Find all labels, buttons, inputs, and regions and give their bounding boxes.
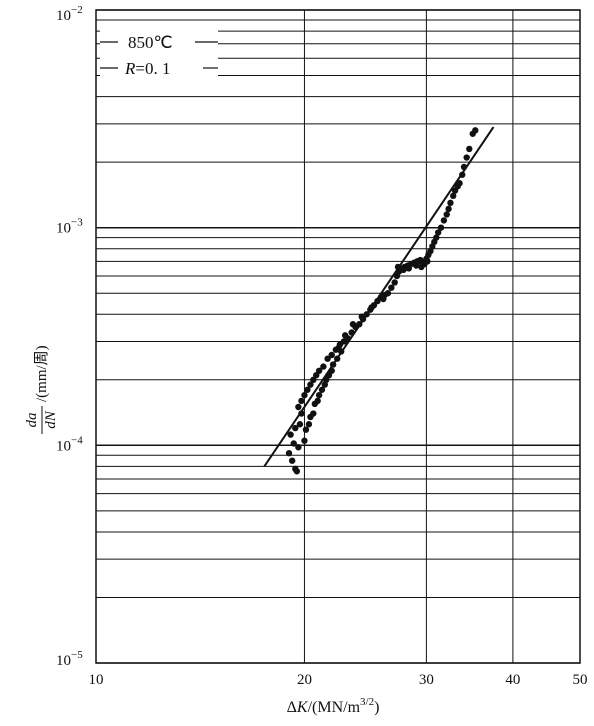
x-tick-label-30: 30	[419, 672, 434, 688]
data-point-41	[348, 329, 355, 336]
y-tick-exponent: −3	[71, 217, 83, 229]
data-point-70	[433, 234, 440, 241]
data-point-51	[384, 289, 392, 297]
data-point-95	[358, 313, 365, 320]
data-point-14	[310, 410, 317, 417]
data-point-75	[445, 205, 452, 213]
x-tick-labels: 10 20 30 40 50	[89, 672, 588, 688]
data-point-30	[307, 381, 314, 388]
data-point-0	[288, 457, 296, 464]
y-tick-base: 10	[56, 438, 71, 454]
data-point-86	[472, 127, 479, 134]
data-point-9	[298, 410, 305, 417]
data-point-43	[356, 321, 363, 328]
y-tick-exponent: −5	[71, 649, 83, 661]
data-point-33	[315, 367, 323, 374]
data-point-81	[459, 171, 466, 178]
data-point-24	[333, 355, 341, 362]
y-tick-label-3: 10−2	[56, 4, 83, 24]
x-axis-label: ΔK/(MN/m3/2)	[287, 696, 380, 716]
data-point-22	[328, 367, 335, 374]
data-point-83	[463, 154, 470, 161]
y-tick-exponent: −4	[71, 434, 83, 446]
y-tick-base: 10	[56, 8, 71, 24]
plot-frame	[95, 9, 581, 664]
data-point-10	[301, 437, 308, 444]
data-point-77	[450, 192, 457, 200]
data-point-35	[324, 355, 331, 362]
data-point-20	[322, 376, 330, 384]
annotation-ratio: R=0. 1	[124, 59, 170, 78]
data-point-19	[321, 381, 328, 388]
x-tick-label-50: 50	[573, 672, 588, 688]
data-point-11	[302, 426, 310, 433]
data-point-71	[434, 229, 442, 236]
data-point-89	[405, 265, 413, 272]
data-points	[285, 127, 479, 475]
horizontal-gridlines	[96, 9, 580, 664]
data-point-82	[460, 163, 468, 171]
legend-box	[100, 26, 218, 86]
data-point-88	[400, 266, 407, 274]
x-tick-label-10: 10	[89, 672, 104, 688]
y-tick-label-0: 10−5	[56, 649, 83, 669]
data-point-92	[424, 258, 431, 265]
data-point-97	[341, 332, 349, 339]
y-tick-label-2: 10−3	[56, 217, 83, 237]
vertical-gridlines	[95, 10, 581, 663]
x-tick-label-40: 40	[505, 672, 520, 688]
y-label-unit: /(mm/周)	[33, 345, 50, 402]
y-tick-labels: 10−510−410−310−2	[56, 4, 83, 669]
data-point-93	[380, 295, 387, 303]
data-point-2	[293, 468, 301, 475]
data-point-72	[437, 224, 445, 231]
data-point-18	[318, 386, 326, 393]
data-point-36	[328, 351, 335, 359]
data-point-34	[320, 363, 327, 370]
data-point-74	[443, 211, 450, 218]
data-point-98	[335, 344, 342, 352]
data-point-87	[394, 263, 402, 271]
data-point-45	[363, 311, 370, 318]
data-point-16	[314, 397, 321, 405]
x-tick-label-20: 20	[297, 672, 312, 688]
data-point-80	[456, 180, 463, 187]
data-point-6	[295, 444, 302, 451]
data-point-7	[292, 424, 299, 432]
data-point-4	[290, 440, 297, 447]
annotation-temperature: 850℃	[128, 33, 173, 52]
data-point-12	[305, 421, 313, 428]
data-point-31	[310, 376, 317, 384]
data-point-26	[295, 403, 302, 411]
data-point-52	[388, 284, 395, 291]
y-tick-label-1: 10−4	[56, 434, 83, 454]
data-point-96	[349, 321, 357, 328]
data-point-73	[440, 217, 448, 224]
y-axis-label: da dN /(mm/周)	[24, 345, 59, 434]
y-tick-base: 10	[56, 221, 71, 237]
data-point-5	[287, 431, 294, 438]
data-point-91	[418, 263, 425, 271]
data-point-94	[368, 304, 375, 311]
data-point-27	[298, 397, 305, 405]
y-label-numerator: da	[24, 413, 40, 428]
data-point-84	[466, 145, 473, 153]
data-point-90	[412, 262, 420, 269]
y-tick-exponent: −2	[71, 4, 83, 16]
data-point-53	[391, 279, 398, 286]
y-tick-base: 10	[56, 653, 71, 669]
data-point-3	[285, 450, 293, 457]
data-point-17	[315, 391, 323, 399]
data-point-29	[304, 386, 311, 393]
data-point-23	[329, 361, 337, 368]
y-label-denominator: dN	[43, 410, 59, 429]
data-point-28	[301, 391, 308, 399]
data-point-76	[447, 199, 454, 207]
data-point-8	[296, 421, 304, 428]
